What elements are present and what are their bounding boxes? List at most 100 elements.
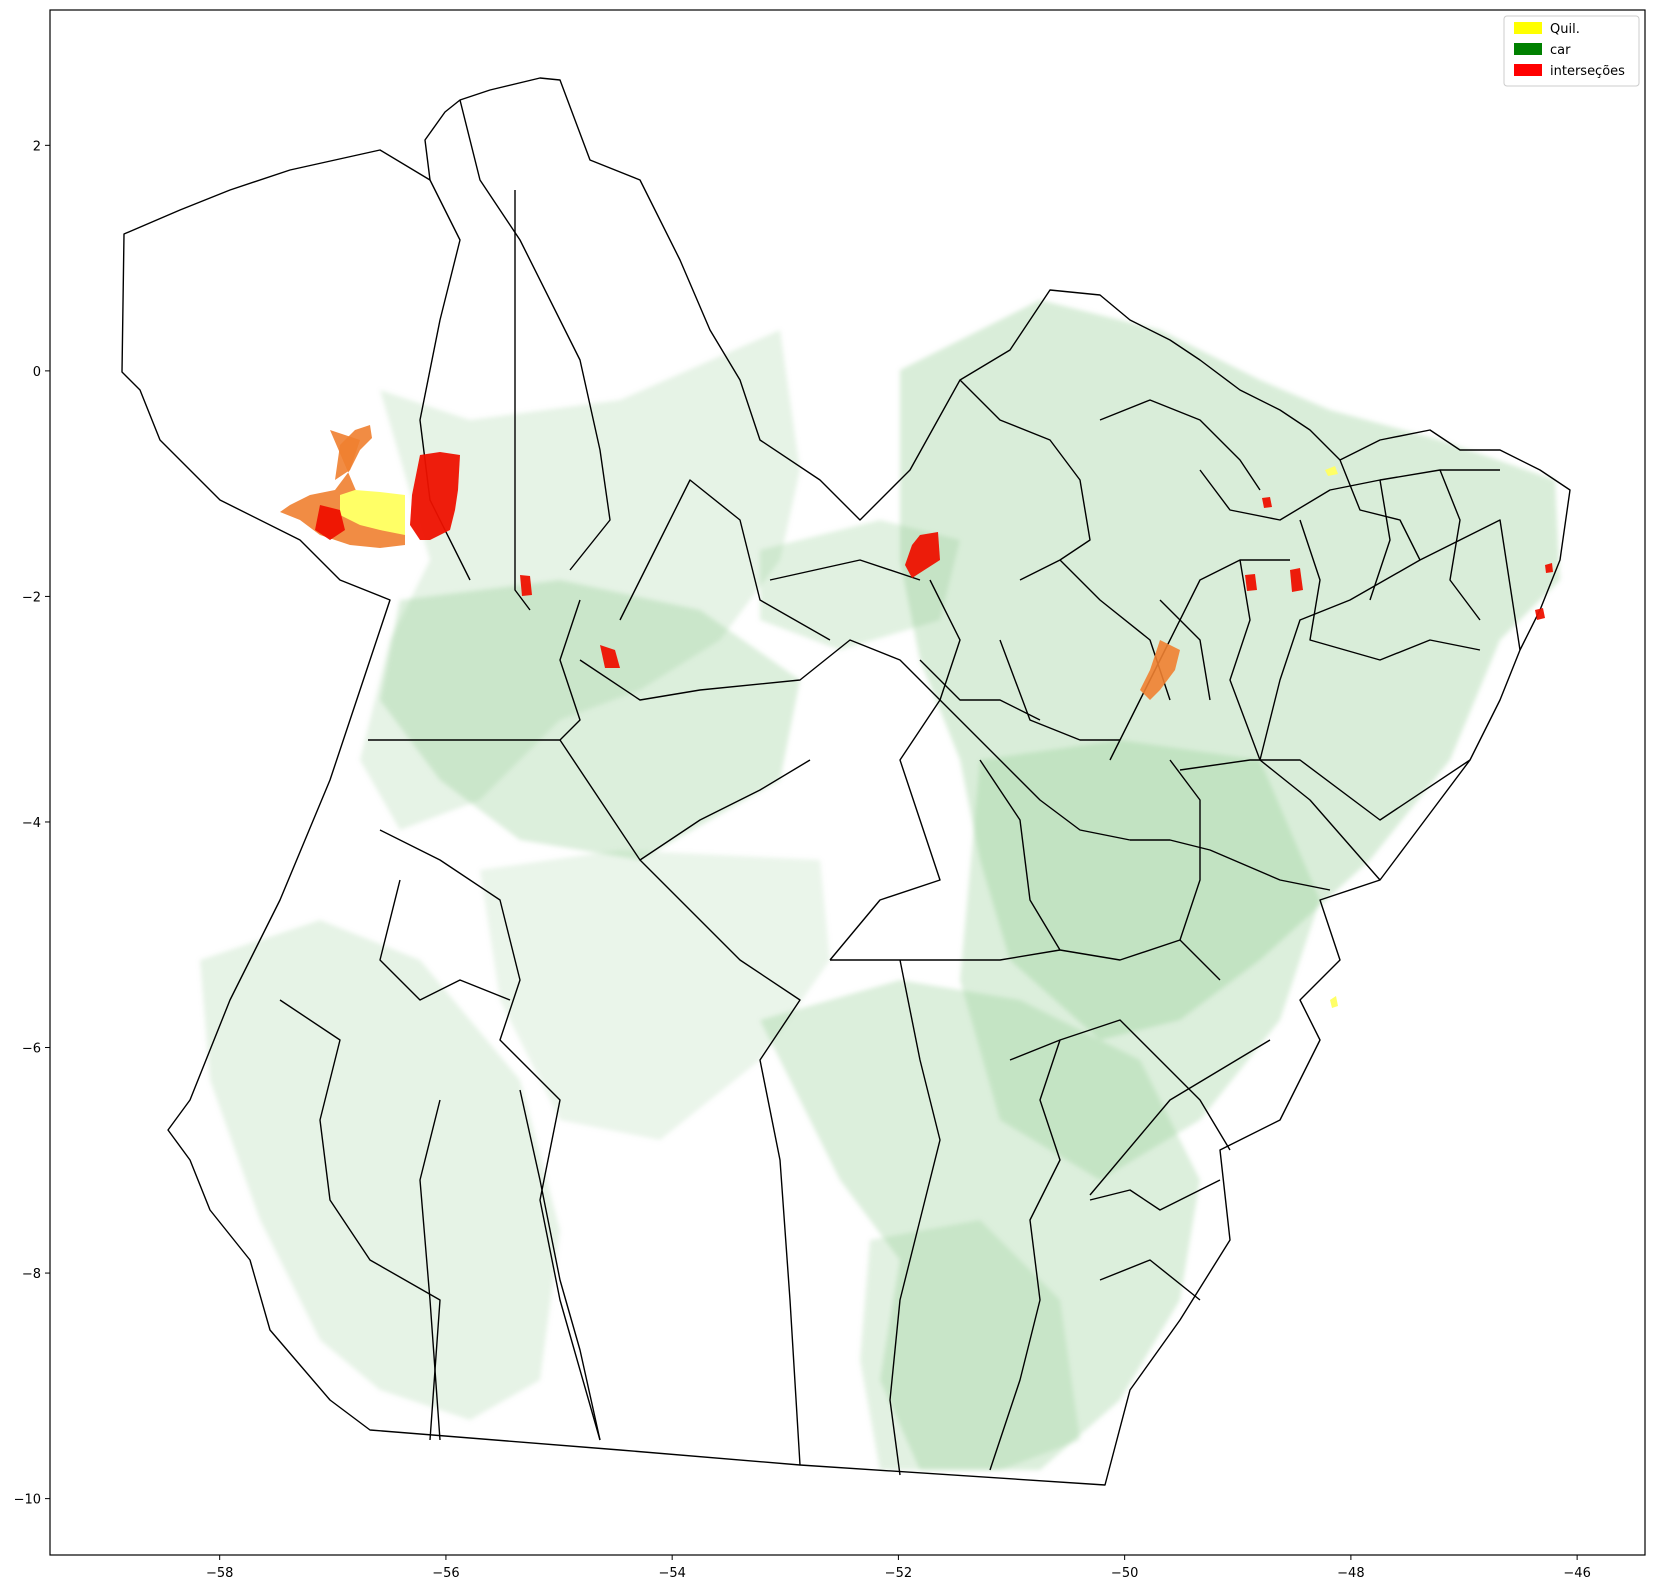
boundary-line	[639, 859, 801, 1466]
map-plot-area	[121, 77, 1571, 1486]
legend-label-intersecoes: interseções	[1550, 64, 1625, 79]
quilombola-area-west	[340, 490, 405, 535]
y-axis: 2 0 −2 −4 −6 −8 −10	[14, 139, 50, 1508]
y-tick-label: 0	[33, 365, 41, 380]
x-tick-label: −46	[1563, 1566, 1590, 1581]
y-tick-label: −2	[22, 590, 41, 605]
quilombola-area-east	[1330, 996, 1338, 1008]
boundary-line	[959, 379, 1091, 581]
y-tick: −10	[14, 1493, 50, 1508]
boundary-line	[1159, 599, 1211, 701]
boundary-line	[999, 639, 1120, 741]
intersection-layer	[315, 452, 1553, 668]
intersection-area-east-1	[1535, 608, 1545, 620]
intersection-area-northeast-3	[1290, 568, 1303, 592]
y-tick-label: 2	[33, 139, 41, 154]
car-coverage-layer	[200, 300, 1560, 1470]
boundary-line	[559, 739, 811, 861]
legend: Quil. car interseções	[1503, 15, 1640, 87]
x-tick: −52	[885, 1555, 912, 1581]
x-tick: −58	[206, 1555, 233, 1581]
x-tick-label: −56	[432, 1566, 459, 1581]
boundary-line	[379, 829, 601, 1441]
boundary-line	[619, 479, 831, 641]
y-tick: 0	[33, 365, 50, 380]
legend-swatch-car	[1514, 43, 1542, 55]
boundary-line	[519, 1089, 601, 1441]
y-tick: −2	[22, 590, 50, 605]
boundary-line	[1089, 1179, 1221, 1211]
y-tick-label: −10	[14, 1493, 41, 1508]
car-area-southwest	[200, 920, 560, 1420]
boundary-line	[830, 949, 1061, 961]
y-tick-label: −6	[22, 1042, 41, 1057]
boundary-line	[279, 999, 441, 1441]
boundary-line	[939, 699, 1131, 841]
state-outline	[121, 77, 1571, 1486]
boundary-line	[1179, 759, 1471, 821]
x-tick-label: −50	[1111, 1566, 1138, 1581]
boundary-line	[514, 190, 531, 611]
boundary-line	[1089, 1039, 1271, 1196]
y-tick-label: −8	[22, 1267, 41, 1282]
x-tick: −56	[432, 1555, 460, 1581]
legend-swatch-intersecoes	[1514, 64, 1542, 76]
y-tick: −8	[22, 1267, 50, 1282]
boundary-line	[1109, 559, 1290, 761]
legend-label-car: car	[1550, 43, 1571, 58]
overlap-area-northeast	[1140, 640, 1180, 700]
x-axis: −58 −56 −54 −52 −50 −48 −46	[206, 1555, 1591, 1581]
x-tick: −54	[658, 1555, 686, 1581]
boundary-line	[829, 579, 961, 961]
municipal-boundaries-layer	[121, 77, 1571, 1486]
y-tick: 2	[33, 139, 50, 154]
car-area-central-band	[480, 850, 830, 1140]
boundary-line	[419, 1099, 441, 1441]
intersection-area-marajo	[905, 532, 940, 578]
boundary-line	[1009, 1019, 1231, 1151]
x-tick: −46	[1563, 1555, 1591, 1581]
boundary-line	[1099, 1259, 1201, 1301]
boundary-line	[1229, 559, 1261, 761]
boundary-line	[368, 599, 581, 741]
boundary-line	[379, 879, 511, 1001]
boundary-line	[919, 659, 1041, 721]
intersection-area-west-small	[315, 505, 345, 540]
x-tick-label: −58	[206, 1566, 233, 1581]
quilombola-area-northeast-1	[1325, 466, 1338, 476]
boundary-line	[1369, 479, 1391, 601]
car-area-west-central	[380, 580, 800, 860]
intersection-area-west-main	[410, 452, 460, 540]
boundary-line	[989, 1039, 1061, 1471]
legend-label-quil: Quil.	[1550, 22, 1580, 37]
overlap-area-west-arm	[335, 425, 372, 480]
boundary-line	[769, 559, 921, 581]
axes-frame	[49, 9, 1646, 1556]
legend-swatch-quil	[1514, 22, 1542, 34]
car-area-south	[860, 1220, 1080, 1470]
intersection-area-mid-1	[520, 575, 532, 596]
quilombola-layer	[340, 466, 1338, 1008]
boundary-line	[1339, 459, 1421, 561]
x-tick-label: −52	[885, 1566, 912, 1581]
boundary-line	[1259, 759, 1381, 881]
boundary-line	[1169, 759, 1201, 941]
intersection-area-northeast-2	[1245, 574, 1257, 591]
x-tick-label: −48	[1337, 1566, 1364, 1581]
boundary-line	[1099, 399, 1261, 491]
boundary-line	[1130, 839, 1331, 891]
x-tick: −48	[1337, 1555, 1365, 1581]
y-tick: −4	[22, 816, 50, 831]
boundary-line	[1439, 469, 1481, 621]
x-tick-label: −54	[658, 1566, 685, 1581]
boundary-line	[579, 639, 941, 701]
x-tick: −50	[1111, 1555, 1138, 1581]
intersection-area-east-2	[1545, 563, 1553, 573]
y-tick: −6	[22, 1042, 50, 1057]
boundary-line	[889, 959, 941, 1476]
boundary-line	[459, 99, 611, 571]
intersection-area-northeast-1	[1262, 497, 1272, 508]
boundary-line	[1259, 519, 1521, 761]
y-tick-label: −4	[22, 816, 41, 831]
